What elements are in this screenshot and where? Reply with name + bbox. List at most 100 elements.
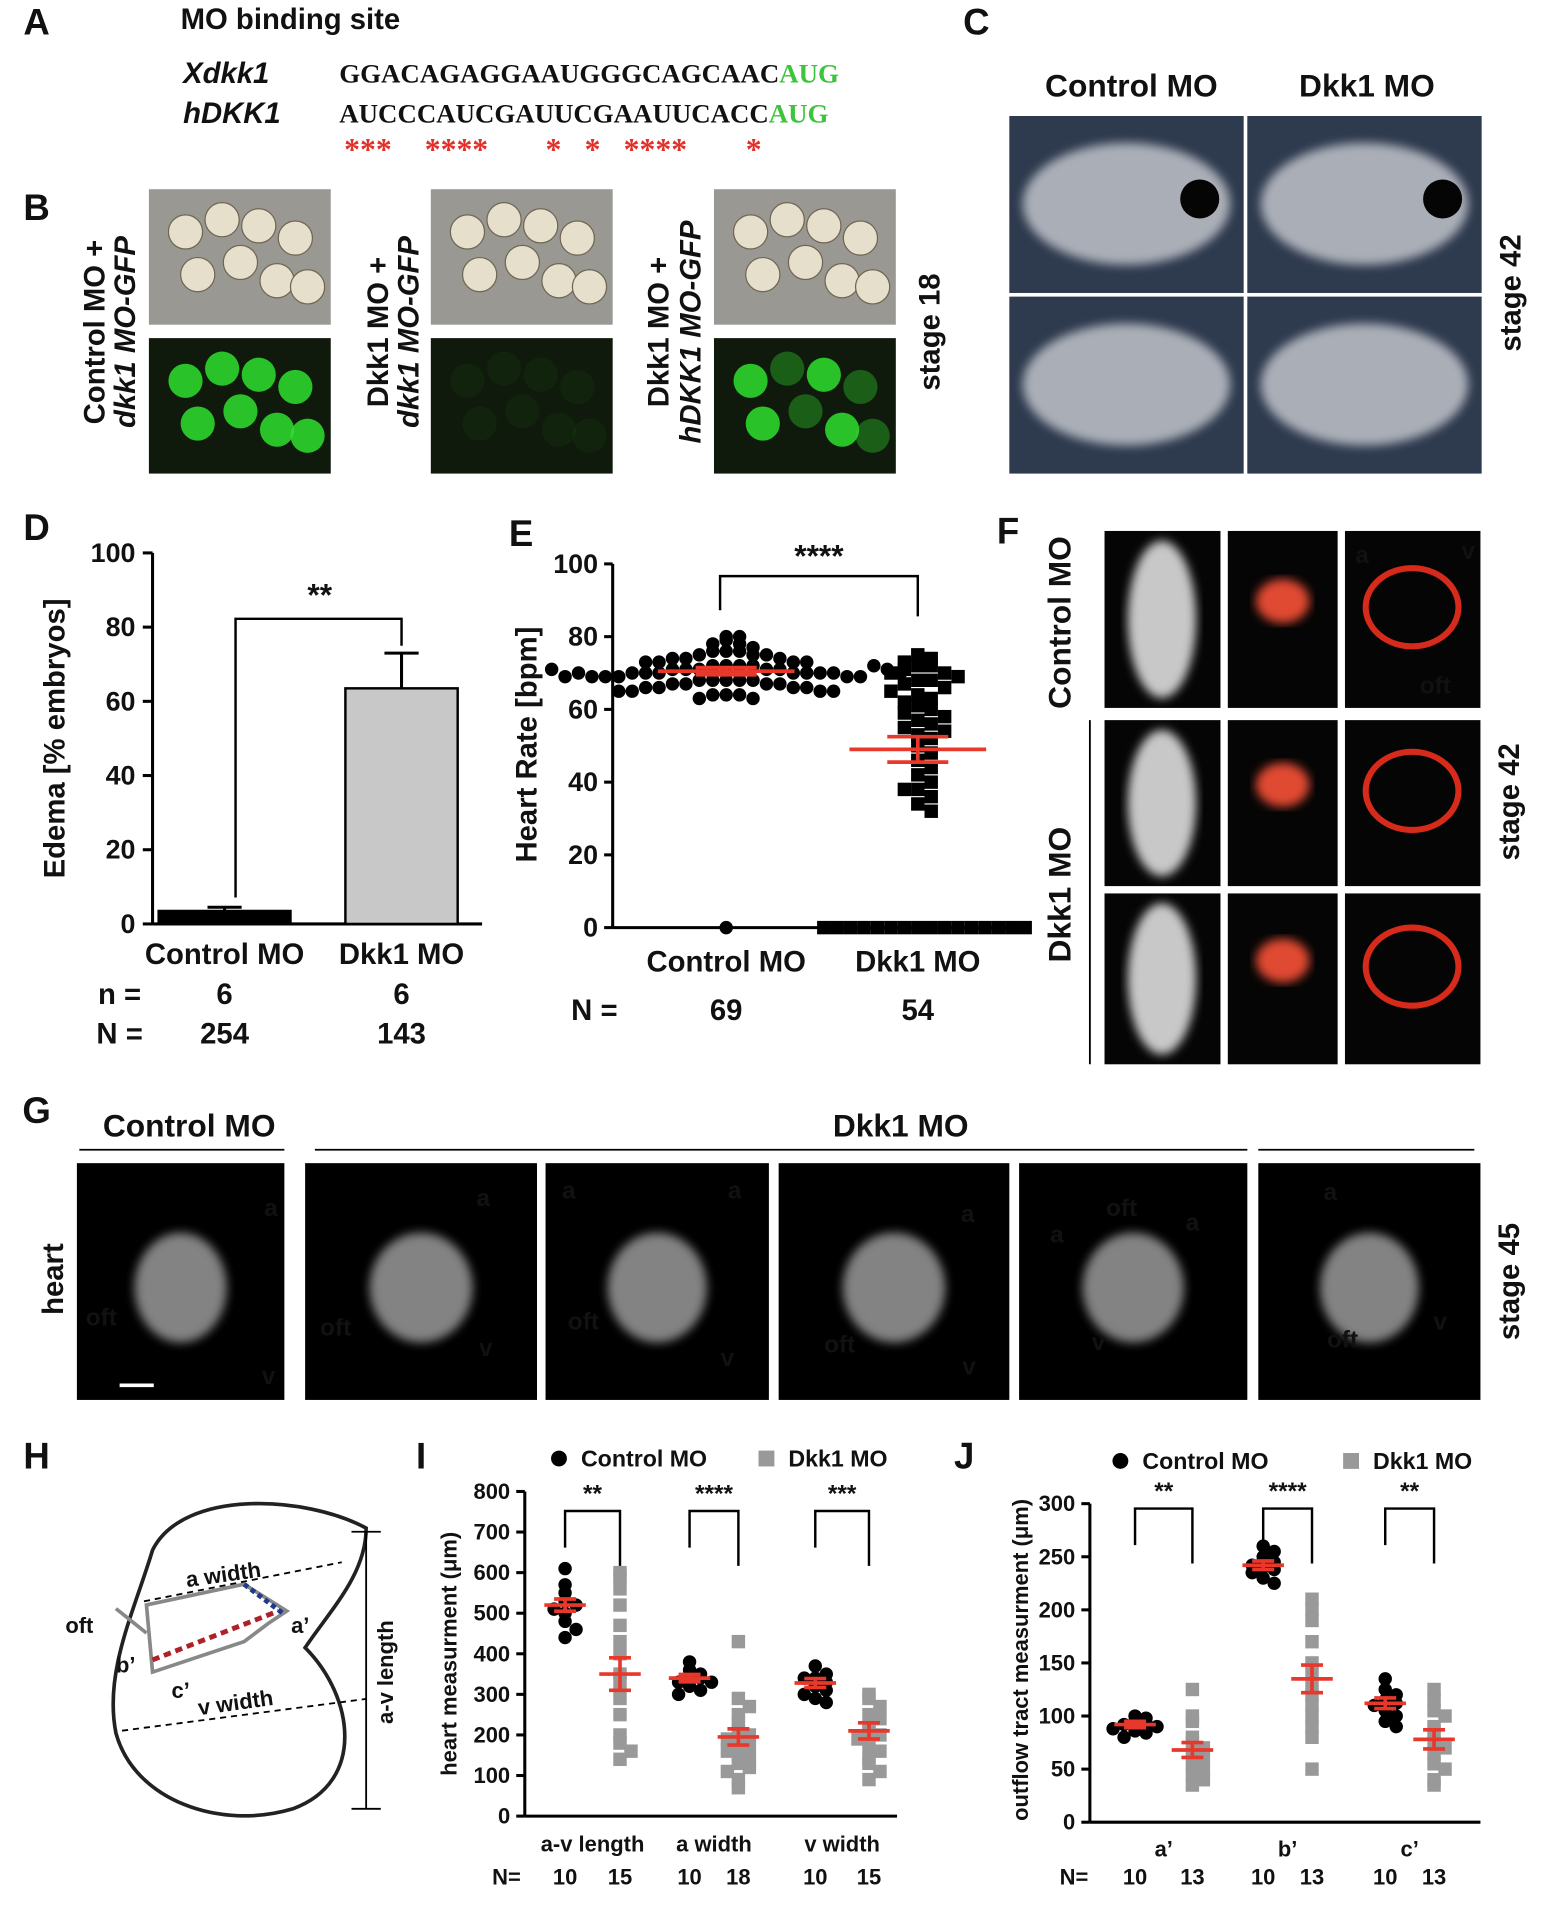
significance: **** [695, 1480, 733, 1507]
significance: *** [828, 1480, 857, 1507]
data-point [742, 1760, 757, 1775]
data-point [613, 1569, 627, 1584]
data-point [719, 673, 733, 688]
heart [1255, 938, 1310, 983]
start-codon: AUG [769, 99, 829, 129]
data-point [951, 920, 965, 935]
stars: * [546, 131, 562, 166]
data-point [897, 920, 912, 935]
gfp-embryo [541, 412, 577, 447]
stars: *** [344, 131, 392, 166]
eye [1180, 179, 1220, 219]
data-point [612, 684, 626, 698]
data-point [924, 691, 938, 706]
embryo [222, 244, 259, 281]
eye [1423, 179, 1463, 219]
image-label: a [477, 1185, 491, 1212]
label: Edema [% embryos] [38, 598, 71, 878]
data-point [1378, 1672, 1392, 1686]
y-tick-label: 300 [474, 1682, 511, 1707]
data-point [937, 680, 952, 695]
image-label: v [479, 1335, 493, 1362]
gfp-embryo [223, 394, 258, 429]
label: hDKK1 MO-GFP [674, 220, 707, 443]
data-point [884, 920, 898, 935]
data-point [665, 651, 680, 666]
diagram-label: c’ [171, 1678, 189, 1703]
y-tick-label: 250 [1039, 1544, 1076, 1569]
y-tick-label: 200 [474, 1722, 511, 1747]
y-tick-label: 20 [106, 835, 136, 865]
count: 10 [1373, 1865, 1397, 1890]
data-point [862, 1707, 876, 1722]
y-tick-label: 0 [1063, 1810, 1075, 1835]
data-point [817, 920, 831, 935]
data-point [679, 677, 693, 691]
heart [1255, 579, 1310, 624]
significance-bracket [234, 617, 403, 898]
legend-label: Control MO [581, 1446, 707, 1472]
data-point [964, 920, 979, 935]
data-point [924, 920, 938, 935]
data-point [598, 669, 613, 684]
data-point [1185, 1714, 1200, 1729]
x-tick-label: a’ [1155, 1837, 1173, 1862]
x-tick-label: v width [804, 1832, 880, 1857]
data-point [897, 662, 912, 677]
label: stage 42 [1493, 743, 1526, 860]
stars: **** [425, 131, 488, 166]
data-point [924, 775, 938, 789]
data-point [873, 1744, 887, 1758]
x-tick-label: Dkk1 MO [855, 945, 980, 978]
data-point [1305, 1719, 1319, 1734]
image-label: oft [1106, 1195, 1137, 1222]
sequence: AUCCCAUCGAUUCGAAUUCACCAUG [339, 99, 828, 129]
data-point [692, 691, 707, 706]
data-point [819, 1683, 833, 1698]
data-point [1305, 1634, 1319, 1649]
heart-section [1362, 924, 1462, 1009]
significance-bracket [718, 574, 920, 617]
count-label: N= [1060, 1865, 1089, 1890]
panel-letter: A [23, 2, 49, 43]
x-tick-label: b’ [1278, 1837, 1298, 1862]
gfp-embryo [572, 418, 607, 453]
data-point [558, 1561, 572, 1576]
embryo [559, 220, 595, 256]
embryo [167, 214, 204, 250]
guide [143, 1561, 342, 1603]
data-point [544, 662, 559, 677]
significance: ** [1400, 1478, 1419, 1505]
gfp-embryo [241, 357, 276, 392]
significance: **** [1269, 1478, 1307, 1505]
embryo [732, 214, 769, 250]
heart [369, 1232, 473, 1343]
data-point [873, 1699, 887, 1714]
legend-label: Dkk1 MO [1373, 1448, 1472, 1474]
gfp-embryo [205, 351, 240, 386]
data-point [1005, 920, 1019, 935]
count: 13 [1180, 1865, 1204, 1890]
count: 10 [553, 1865, 577, 1890]
image-label: v [1461, 538, 1475, 565]
y-tick-label: 700 [474, 1520, 511, 1545]
data-point [624, 1744, 638, 1758]
image-label: a [264, 1195, 278, 1222]
data-point [719, 644, 733, 658]
data-point [862, 1740, 876, 1754]
embryo [1127, 903, 1197, 1055]
sequence-bases: AUCCCAUCGAUUCGAAUUCACC [339, 99, 768, 129]
data-point [1112, 1453, 1129, 1469]
label: outflow tract measurment (μm) [1008, 1499, 1033, 1821]
image-label: v [962, 1353, 976, 1380]
data-point [613, 1752, 627, 1767]
data-point [1196, 1762, 1211, 1776]
data-point [826, 684, 841, 698]
embryo [1127, 729, 1197, 877]
data-point [1139, 1726, 1153, 1740]
data-point [911, 648, 925, 662]
diagram-label: a’ [291, 1613, 309, 1638]
data-point [1305, 1730, 1319, 1744]
gfp-embryo [278, 369, 313, 405]
data-point [978, 920, 992, 935]
